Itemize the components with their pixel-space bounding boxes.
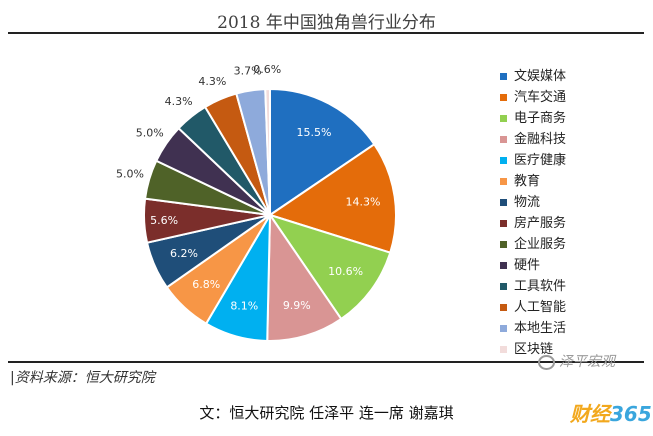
slice-value-label: 6.8% xyxy=(192,278,220,291)
legend-swatch xyxy=(500,73,507,80)
legend-item: 汽车交通 xyxy=(500,87,566,108)
wechat-watermark-text: 泽平宏观 xyxy=(559,354,615,370)
slice-value-label: 5.0% xyxy=(116,168,144,181)
legend-swatch xyxy=(500,199,507,206)
legend: 文娱媒体汽车交通电子商务金融科技医疗健康教育物流房产服务企业服务硬件工具软件人工… xyxy=(500,66,566,360)
legend-item: 金融科技 xyxy=(500,129,566,150)
source-note: |资料来源：恒大研究院 xyxy=(10,370,155,386)
legend-item: 本地生活 xyxy=(500,318,566,339)
slice-value-label: 8.1% xyxy=(230,299,258,312)
slice-value-label: 5.6% xyxy=(150,214,178,227)
legend-label: 硬件 xyxy=(514,258,541,273)
legend-label: 物流 xyxy=(514,195,541,210)
chart-title: 2018 年中国独角兽行业分布 xyxy=(217,13,436,33)
wechat-icon xyxy=(538,354,555,370)
slice-value-label: 4.3% xyxy=(165,95,193,108)
legend-swatch xyxy=(500,94,507,101)
legend-swatch xyxy=(500,283,507,290)
site-watermark-text: 财经 xyxy=(570,402,610,426)
top-rule xyxy=(8,32,644,34)
legend-item: 教育 xyxy=(500,171,566,192)
legend-swatch xyxy=(500,241,507,248)
pie-slice xyxy=(267,213,392,321)
pie-slice xyxy=(264,87,271,216)
slice-value-label: 9.9% xyxy=(283,299,311,312)
legend-label: 企业服务 xyxy=(514,237,567,252)
slice-value-label: 4.3% xyxy=(198,75,226,88)
legend-swatch xyxy=(500,115,507,122)
legend-item: 区块链 xyxy=(500,339,566,360)
legend-label: 本地生活 xyxy=(514,321,567,336)
legend-label: 文娱媒体 xyxy=(514,69,567,84)
legend-item: 物流 xyxy=(500,192,566,213)
legend-label: 人工智能 xyxy=(514,300,567,315)
legend-item: 文娱媒体 xyxy=(500,66,566,87)
legend-item: 工具软件 xyxy=(500,276,566,297)
legend-item: 医疗健康 xyxy=(500,150,566,171)
legend-label: 区块链 xyxy=(514,342,554,357)
pie-slice xyxy=(267,142,397,254)
legend-swatch xyxy=(500,136,507,143)
legend-swatch xyxy=(500,346,507,353)
legend-label: 金融科技 xyxy=(514,132,567,147)
legend-label: 医疗健康 xyxy=(514,153,567,168)
wechat-watermark: 泽平宏观 xyxy=(538,351,615,371)
site-watermark-number: 365 xyxy=(610,402,652,426)
slice-value-label: 5.0% xyxy=(136,126,164,139)
legend-swatch xyxy=(500,178,507,185)
legend-label: 工具软件 xyxy=(514,279,567,294)
slice-value-label: 3.7% xyxy=(234,65,262,78)
pie-chart: 15.5% 14.3% 10.6% 9.9% 8.1% 6.8% 6.2% 5.6% 5.0% 5… xyxy=(116,63,397,342)
legend-swatch xyxy=(500,325,507,332)
legend-item: 硬件 xyxy=(500,255,566,276)
legend-swatch xyxy=(500,157,507,164)
site-watermark: 财经365 xyxy=(570,398,652,427)
legend-label: 教育 xyxy=(514,174,541,189)
slice-value-label: 6.2% xyxy=(170,247,198,260)
legend-swatch xyxy=(500,220,507,227)
legend-label: 房产服务 xyxy=(514,216,567,231)
legend-item: 房产服务 xyxy=(500,213,566,234)
legend-swatch xyxy=(500,262,507,269)
author-credit: 文：恒大研究院 任泽平 连一席 谢嘉琪 xyxy=(199,404,454,422)
slice-value-label: 10.6% xyxy=(328,265,363,278)
slice-value-label: 0.6% xyxy=(253,63,281,76)
slice-value-label: 14.3% xyxy=(346,195,381,208)
legend-swatch xyxy=(500,304,507,311)
legend-item: 人工智能 xyxy=(500,297,566,318)
legend-item: 企业服务 xyxy=(500,234,566,255)
legend-label: 电子商务 xyxy=(514,111,567,126)
legend-label: 汽车交通 xyxy=(514,90,567,105)
pie-slice xyxy=(269,87,376,217)
legend-item: 电子商务 xyxy=(500,108,566,129)
slice-value-label: 15.5% xyxy=(297,126,332,139)
bottom-rule xyxy=(8,361,644,363)
pie-slice xyxy=(266,211,343,342)
